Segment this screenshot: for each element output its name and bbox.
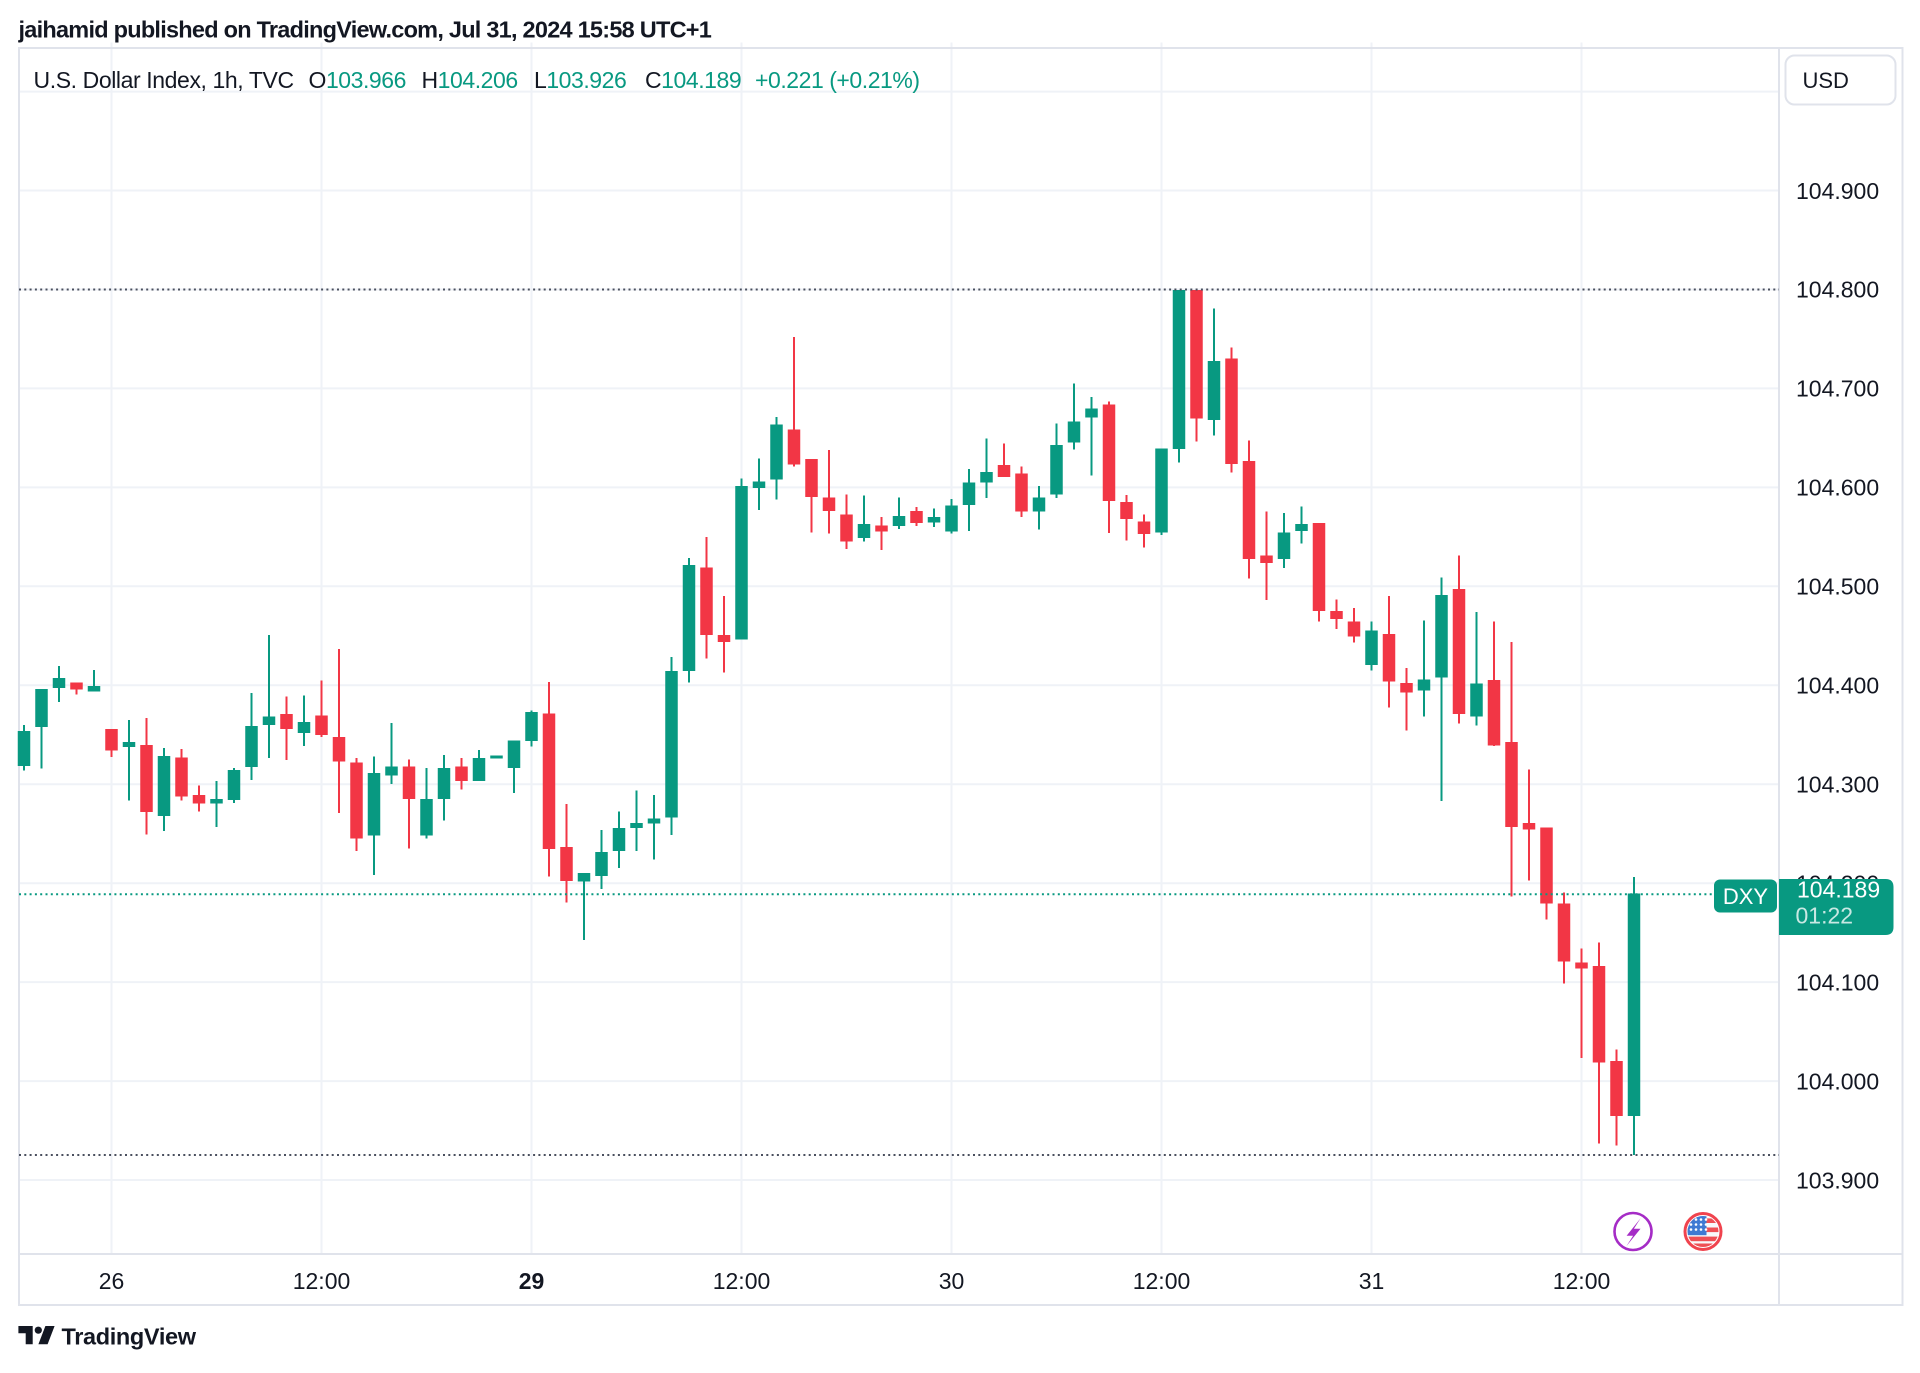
svg-text:104.800: 104.800 — [1796, 277, 1879, 303]
svg-text:30: 30 — [939, 1268, 965, 1294]
svg-text:12:00: 12:00 — [293, 1268, 351, 1294]
svg-text:12:00: 12:00 — [1553, 1268, 1611, 1294]
svg-text:USD: USD — [1803, 68, 1849, 93]
svg-text:C104.189: C104.189 — [645, 67, 741, 93]
svg-text:104.000: 104.000 — [1796, 1068, 1879, 1094]
svg-text:29: 29 — [519, 1268, 545, 1294]
svg-text:26: 26 — [99, 1268, 125, 1294]
svg-text:O103.966: O103.966 — [309, 67, 406, 93]
svg-text:104.300: 104.300 — [1796, 772, 1879, 798]
svg-text:H104.206: H104.206 — [422, 67, 518, 93]
svg-text:01:22: 01:22 — [1796, 903, 1854, 929]
svg-text:104.900: 104.900 — [1796, 178, 1879, 204]
svg-text:31: 31 — [1359, 1268, 1385, 1294]
svg-text:104.500: 104.500 — [1796, 574, 1879, 600]
svg-text:104.600: 104.600 — [1796, 475, 1879, 501]
svg-text:103.900: 103.900 — [1796, 1167, 1879, 1193]
svg-text:104.700: 104.700 — [1796, 376, 1879, 402]
svg-text:12:00: 12:00 — [1133, 1268, 1191, 1294]
svg-text:104.400: 104.400 — [1796, 673, 1879, 699]
svg-text:L103.926: L103.926 — [534, 67, 626, 93]
svg-text:TradingView: TradingView — [62, 1324, 197, 1350]
svg-text:U.S. Dollar Index, 1h, TVC: U.S. Dollar Index, 1h, TVC — [34, 67, 294, 93]
svg-text:104.100: 104.100 — [1796, 969, 1879, 995]
svg-text:+0.221 (+0.21%): +0.221 (+0.21%) — [755, 67, 920, 93]
svg-text:104.189: 104.189 — [1797, 877, 1880, 903]
svg-text:12:00: 12:00 — [713, 1268, 771, 1294]
svg-text:DXY: DXY — [1723, 884, 1769, 909]
svg-text:jaihamid published on TradingV: jaihamid published on TradingView.com, J… — [18, 17, 712, 43]
